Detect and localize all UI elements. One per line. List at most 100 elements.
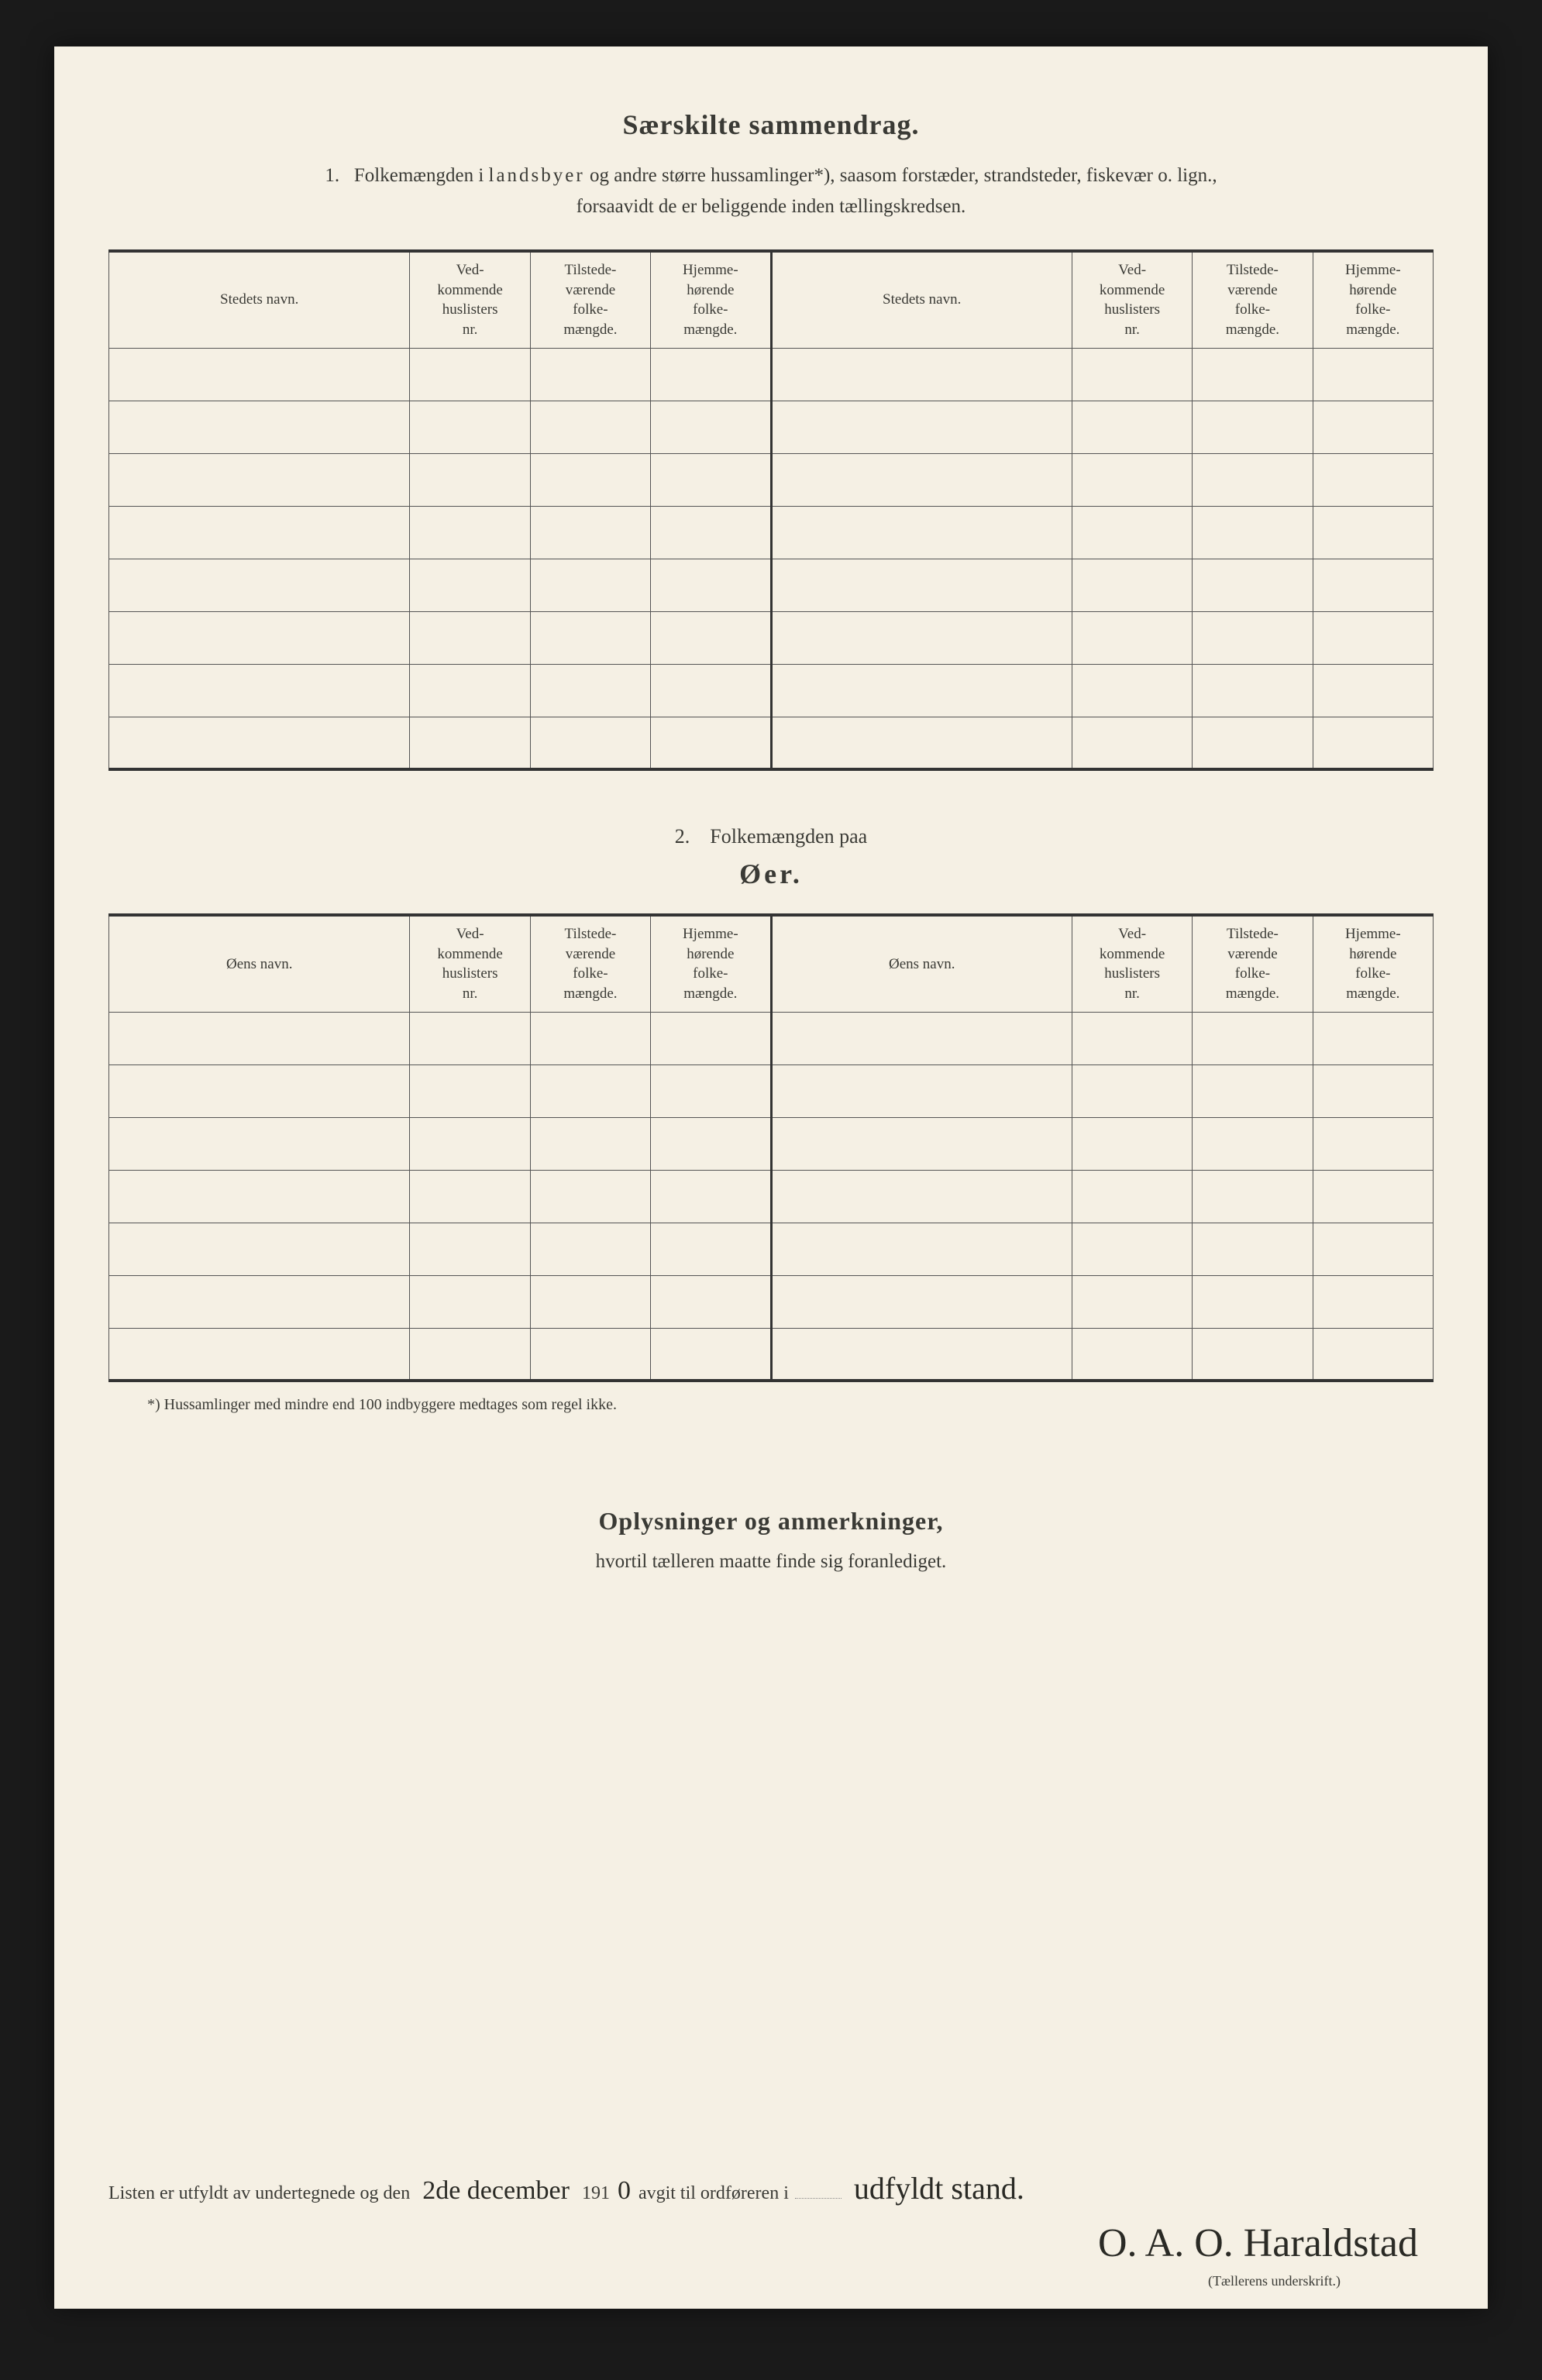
table-cell xyxy=(651,1275,771,1328)
page-title: Særskilte sammendrag. xyxy=(108,108,1434,141)
th2-name-left: Øens navn. xyxy=(109,915,410,1012)
table-cell xyxy=(530,1012,650,1064)
table-cell xyxy=(410,1012,530,1064)
th2-col3-right: Tilstede- værende folke- mængde. xyxy=(1193,915,1313,1012)
sig-prefix: Listen er utfyldt av undertegnede og den xyxy=(108,2183,410,2204)
table-cell xyxy=(651,1012,771,1064)
table-row xyxy=(109,348,1434,401)
table-cell xyxy=(651,348,771,401)
table-cell xyxy=(771,1275,1072,1328)
sig-status: udfyldt stand. xyxy=(848,2170,1031,2208)
table-cell xyxy=(771,717,1072,769)
table-cell xyxy=(651,1223,771,1275)
table-cell xyxy=(1313,717,1433,769)
oplysninger-heading: Oplysninger og anmerkninger, xyxy=(108,1507,1434,1536)
table-cell xyxy=(1072,1223,1192,1275)
table-row xyxy=(109,1170,1434,1223)
table-cell xyxy=(1072,506,1192,559)
table-cell xyxy=(109,1223,410,1275)
table-cell xyxy=(1193,611,1313,664)
table-cell xyxy=(1313,348,1433,401)
sig-fill xyxy=(795,2198,842,2199)
table-cell xyxy=(1072,611,1192,664)
intro-b: og andre større hussamlinger*), saasom f… xyxy=(585,165,1217,186)
table-cell xyxy=(530,1275,650,1328)
table-cell xyxy=(1193,506,1313,559)
table-cell xyxy=(109,506,410,559)
table2-body xyxy=(109,1012,1434,1381)
signature-name: O. A. O. Haraldstad xyxy=(1098,2220,1418,2266)
table-cell xyxy=(109,1012,410,1064)
th2-col2-right: Ved- kommende huslisters nr. xyxy=(1072,915,1192,1012)
table-cell xyxy=(410,453,530,506)
signature-line: Listen er utfyldt av undertegnede og den… xyxy=(108,2170,1434,2208)
table-cell xyxy=(1193,401,1313,453)
table-row xyxy=(109,559,1434,611)
table-row xyxy=(109,1275,1434,1328)
table-cell xyxy=(530,1117,650,1170)
table-row xyxy=(109,664,1434,717)
th-col3-right: Tilstede- værende folke- mængde. xyxy=(1193,251,1313,348)
table-row xyxy=(109,453,1434,506)
section2-line1: 2. Folkemængden paa xyxy=(108,825,1434,848)
table-cell xyxy=(1313,664,1433,717)
table-cell xyxy=(410,401,530,453)
table-cell xyxy=(109,348,410,401)
table-cell xyxy=(530,1328,650,1381)
table-cell xyxy=(1313,1170,1433,1223)
th-col4-right: Hjemme- hørende folke- mængde. xyxy=(1313,251,1433,348)
oplysninger-section: Oplysninger og anmerkninger, hvortil tæl… xyxy=(108,1507,1434,1573)
th-col2-left: Ved- kommende huslisters nr. xyxy=(410,251,530,348)
sig-date: 2de december xyxy=(416,2176,576,2207)
table-cell xyxy=(1072,1117,1192,1170)
table-cell xyxy=(530,1064,650,1117)
table-cell xyxy=(530,717,650,769)
table-cell xyxy=(109,1064,410,1117)
table-cell xyxy=(1193,664,1313,717)
table-cell xyxy=(771,611,1072,664)
table-cell xyxy=(1193,1275,1313,1328)
table-row xyxy=(109,611,1434,664)
table-row xyxy=(109,1328,1434,1381)
table-cell xyxy=(1072,1012,1192,1064)
sig-year-prefix: 191 xyxy=(582,2183,610,2204)
th-col2-right: Ved- kommende huslisters nr. xyxy=(1072,251,1192,348)
table-cell xyxy=(1313,453,1433,506)
table-cell xyxy=(109,1328,410,1381)
table-cell xyxy=(410,611,530,664)
table-cell xyxy=(771,1170,1072,1223)
section1-number: 1. xyxy=(325,165,339,186)
table-cell xyxy=(771,1012,1072,1064)
table-cell xyxy=(1193,1012,1313,1064)
table-cell xyxy=(771,1117,1072,1170)
table-cell xyxy=(410,506,530,559)
table-cell xyxy=(1072,717,1192,769)
table-cell xyxy=(410,1223,530,1275)
table-cell xyxy=(1193,348,1313,401)
table-cell xyxy=(651,453,771,506)
th-col4-left: Hjemme- hørende folke- mængde. xyxy=(651,251,771,348)
table-cell xyxy=(771,453,1072,506)
signature-caption: (Tællerens underskrift.) xyxy=(1208,2273,1341,2289)
table-cell xyxy=(530,1223,650,1275)
table-cell xyxy=(651,611,771,664)
table-cell xyxy=(1072,559,1192,611)
table-cell xyxy=(1072,1275,1192,1328)
table-cell xyxy=(109,1170,410,1223)
table-cell xyxy=(771,506,1072,559)
table-cell xyxy=(410,717,530,769)
table-cell xyxy=(410,1328,530,1381)
th2-col4-left: Hjemme- hørende folke- mængde. xyxy=(651,915,771,1012)
table-cell xyxy=(1313,1223,1433,1275)
signature-area: Listen er utfyldt av undertegnede og den… xyxy=(108,2170,1434,2208)
table-cell xyxy=(109,1275,410,1328)
table-row xyxy=(109,401,1434,453)
table-cell xyxy=(410,1275,530,1328)
table-section2: Øens navn. Ved- kommende huslisters nr. … xyxy=(108,913,1434,1382)
table-cell xyxy=(771,401,1072,453)
table-cell xyxy=(651,1117,771,1170)
table-row xyxy=(109,506,1434,559)
table-cell xyxy=(410,1064,530,1117)
table-row xyxy=(109,1064,1434,1117)
table-cell xyxy=(1193,717,1313,769)
